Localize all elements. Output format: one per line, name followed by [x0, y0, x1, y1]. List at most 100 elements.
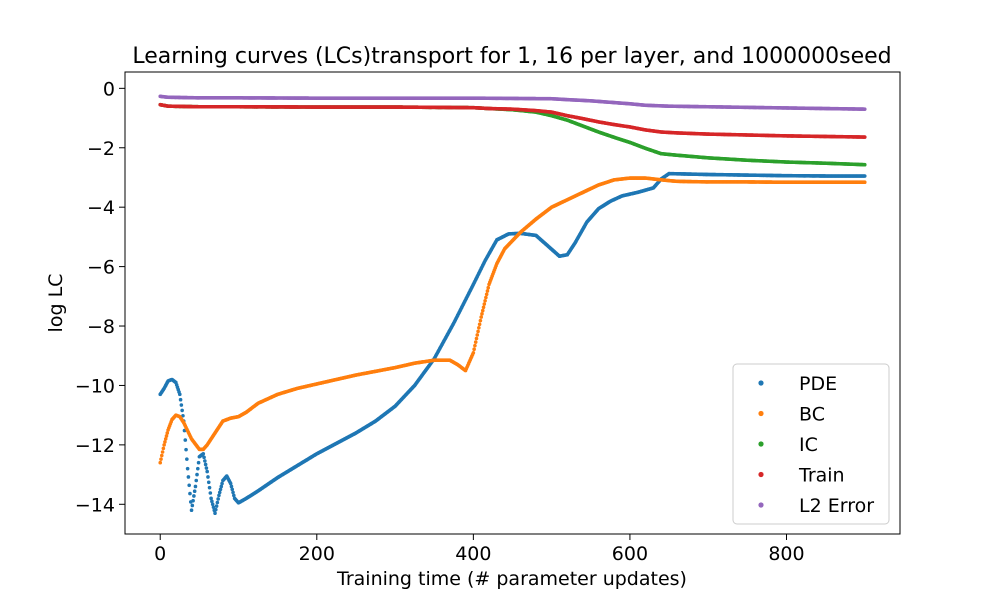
- data-point: [471, 350, 476, 355]
- data-point: [211, 505, 216, 510]
- data-point: [218, 487, 223, 492]
- data-point: [214, 504, 219, 508]
- data-point: [192, 489, 197, 494]
- data-point: [178, 392, 182, 397]
- data-point: [214, 507, 218, 512]
- legend-label: L2 Error: [799, 495, 874, 517]
- legend-label: BC: [799, 404, 825, 426]
- data-point: [475, 333, 480, 337]
- data-point: [207, 485, 212, 490]
- series-bc: [158, 176, 867, 465]
- data-point: [159, 453, 164, 458]
- legend-marker: [758, 380, 764, 386]
- data-point: [477, 326, 481, 330]
- data-point: [220, 481, 224, 486]
- legend-marker: [758, 410, 764, 417]
- data-point: [862, 180, 867, 185]
- data-point: [862, 107, 867, 111]
- data-point: [480, 308, 485, 313]
- data-point: [478, 318, 483, 323]
- data-point: [183, 438, 188, 442]
- data-point: [164, 434, 169, 438]
- x-tick-label: 800: [768, 543, 804, 565]
- data-point: [190, 503, 195, 508]
- data-point: [484, 295, 488, 300]
- data-point: [158, 460, 163, 465]
- data-point: [187, 483, 191, 488]
- data-point: [481, 305, 486, 310]
- data-point: [203, 462, 208, 467]
- plot-marks: [158, 94, 867, 515]
- y-tick-label: −6: [87, 257, 115, 279]
- data-point: [482, 302, 487, 306]
- data-point: [208, 491, 213, 495]
- data-point: [196, 466, 200, 471]
- data-point: [480, 312, 484, 316]
- data-point: [862, 135, 867, 139]
- data-point: [195, 472, 199, 477]
- data-point: [473, 340, 478, 344]
- data-point: [862, 162, 867, 167]
- y-tick-label: −14: [75, 494, 115, 516]
- data-point: [862, 174, 867, 178]
- data-point: [210, 502, 215, 507]
- y-tick-label: −10: [75, 375, 115, 397]
- data-point: [202, 455, 206, 460]
- data-point: [184, 447, 188, 452]
- y-axis: 0−2−4−6−8−10−12−14: [75, 78, 125, 516]
- legend-marker: [758, 441, 764, 447]
- data-point: [217, 490, 222, 495]
- data-point: [185, 457, 189, 461]
- data-point: [203, 459, 207, 463]
- legend-marker: [758, 502, 764, 508]
- legend-label: PDE: [799, 373, 837, 395]
- data-point: [163, 437, 168, 441]
- data-point: [162, 443, 166, 447]
- data-point: [230, 487, 235, 492]
- data-point: [486, 285, 491, 290]
- y-tick-label: −12: [75, 435, 115, 457]
- data-point: [232, 493, 236, 498]
- chart-title: Learning curves (LCs)transport for 1, 16…: [132, 44, 891, 69]
- data-point: [206, 480, 211, 485]
- data-point: [181, 413, 185, 418]
- x-tick-label: 600: [612, 543, 648, 565]
- data-point: [210, 499, 214, 504]
- data-point: [204, 466, 209, 470]
- data-point: [196, 460, 201, 465]
- x-tick-label: 400: [455, 543, 491, 565]
- data-point: [217, 493, 221, 498]
- data-point: [178, 397, 183, 402]
- plot-frame: [124, 71, 901, 535]
- series-pde: [158, 171, 867, 515]
- data-point: [219, 484, 224, 489]
- data-point: [472, 347, 476, 352]
- x-axis: 0 200 400 600 800: [154, 534, 805, 565]
- legend-marker: [758, 471, 764, 478]
- y-tick-label: −2: [87, 138, 115, 160]
- series-train: [158, 102, 867, 139]
- data-point: [180, 408, 184, 413]
- y-tick-label: 0: [103, 78, 115, 100]
- data-point: [485, 289, 490, 293]
- data-point: [191, 498, 195, 503]
- data-point: [193, 484, 198, 489]
- data-point: [215, 500, 220, 505]
- data-point: [194, 478, 199, 483]
- data-point: [484, 292, 489, 297]
- legend-label: Train: [798, 465, 845, 487]
- data-point: [229, 484, 234, 489]
- data-point: [473, 343, 477, 348]
- data-point: [216, 497, 220, 501]
- data-point: [185, 466, 190, 471]
- data-point: [483, 298, 487, 303]
- data-point: [228, 481, 233, 486]
- x-tick-label: 200: [299, 543, 335, 565]
- data-point: [161, 446, 166, 451]
- data-point: [205, 469, 209, 474]
- series-l2-error: [158, 94, 867, 111]
- data-point: [477, 322, 482, 327]
- data-point: [231, 490, 235, 495]
- data-point: [213, 511, 217, 515]
